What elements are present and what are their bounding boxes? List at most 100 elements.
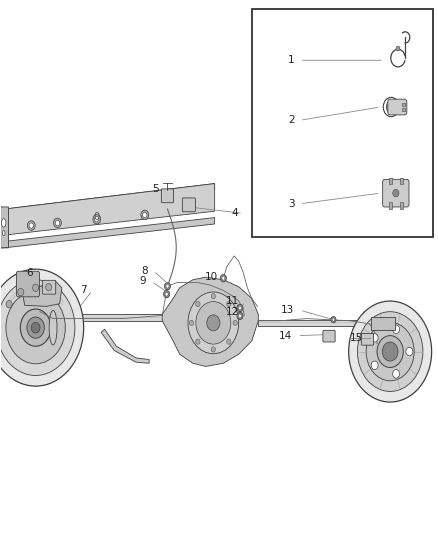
Polygon shape [258,320,383,326]
Bar [402,108,405,111]
Ellipse shape [49,310,57,345]
Polygon shape [1,207,9,248]
Text: 5: 5 [152,184,159,195]
Circle shape [20,309,51,346]
Polygon shape [18,314,162,321]
Circle shape [393,189,399,197]
Text: 10: 10 [205,272,218,282]
Circle shape [196,302,231,344]
Circle shape [222,276,225,280]
Polygon shape [364,309,399,378]
Circle shape [238,314,241,318]
Circle shape [382,342,398,361]
Circle shape [331,317,336,323]
Circle shape [46,284,52,291]
Polygon shape [101,329,149,364]
Circle shape [211,347,215,352]
Circle shape [141,210,149,220]
Circle shape [392,369,399,378]
Polygon shape [22,281,62,306]
Circle shape [166,284,169,288]
Bar [400,177,403,184]
Text: 12: 12 [226,306,239,317]
Circle shape [93,214,101,224]
Bar [252,9,433,237]
Circle shape [163,290,170,298]
Circle shape [396,46,400,51]
Circle shape [226,301,231,306]
Text: 14: 14 [279,330,292,341]
Circle shape [18,288,24,296]
Circle shape [386,101,396,113]
FancyBboxPatch shape [42,280,56,294]
Circle shape [31,322,40,333]
Bar [402,103,405,106]
Circle shape [371,361,378,369]
Text: 8: 8 [141,266,148,276]
Circle shape [32,284,39,292]
Text: 0: 0 [94,212,100,222]
Bar [389,202,392,209]
Circle shape [164,282,170,290]
Text: 9: 9 [139,277,146,286]
Circle shape [406,348,413,356]
Text: 13: 13 [281,305,294,315]
Circle shape [196,301,200,306]
Circle shape [27,317,44,338]
Text: 6: 6 [26,269,32,278]
Text: 3: 3 [288,199,294,209]
FancyBboxPatch shape [16,271,39,297]
Circle shape [237,312,243,320]
Polygon shape [371,317,395,330]
Circle shape [238,306,241,310]
Text: 7: 7 [81,286,87,295]
Circle shape [6,292,65,364]
Text: 11: 11 [226,296,239,306]
Circle shape [207,315,220,331]
Polygon shape [1,207,9,248]
Circle shape [357,312,423,391]
FancyBboxPatch shape [383,179,409,207]
Circle shape [233,320,237,326]
Text: 2: 2 [288,115,294,125]
Text: 4: 4 [231,208,238,219]
Polygon shape [9,183,215,214]
Circle shape [366,322,414,381]
Circle shape [392,325,399,334]
FancyBboxPatch shape [361,334,374,345]
Ellipse shape [2,219,6,227]
Circle shape [0,269,84,386]
Polygon shape [162,277,258,367]
FancyBboxPatch shape [323,330,335,342]
Circle shape [0,280,75,375]
FancyBboxPatch shape [161,189,173,203]
FancyBboxPatch shape [182,198,195,212]
Polygon shape [9,183,215,235]
Circle shape [27,221,35,230]
Circle shape [332,318,335,321]
Polygon shape [9,217,215,247]
Circle shape [165,292,168,296]
Circle shape [211,294,215,299]
Circle shape [188,292,239,354]
Text: 15: 15 [350,333,363,343]
Circle shape [237,304,243,312]
Circle shape [226,339,231,344]
Circle shape [53,218,61,228]
Circle shape [29,223,33,228]
Circle shape [6,301,12,308]
Circle shape [377,336,403,368]
Circle shape [189,320,194,326]
Circle shape [196,339,200,344]
Circle shape [55,220,60,225]
FancyBboxPatch shape [388,99,407,115]
Circle shape [371,334,378,342]
Bar [400,202,403,209]
Text: 1: 1 [288,55,294,65]
Bar [389,177,392,184]
Circle shape [220,274,226,282]
Circle shape [95,216,99,222]
Ellipse shape [3,230,5,236]
Circle shape [143,212,147,217]
Circle shape [349,301,431,402]
